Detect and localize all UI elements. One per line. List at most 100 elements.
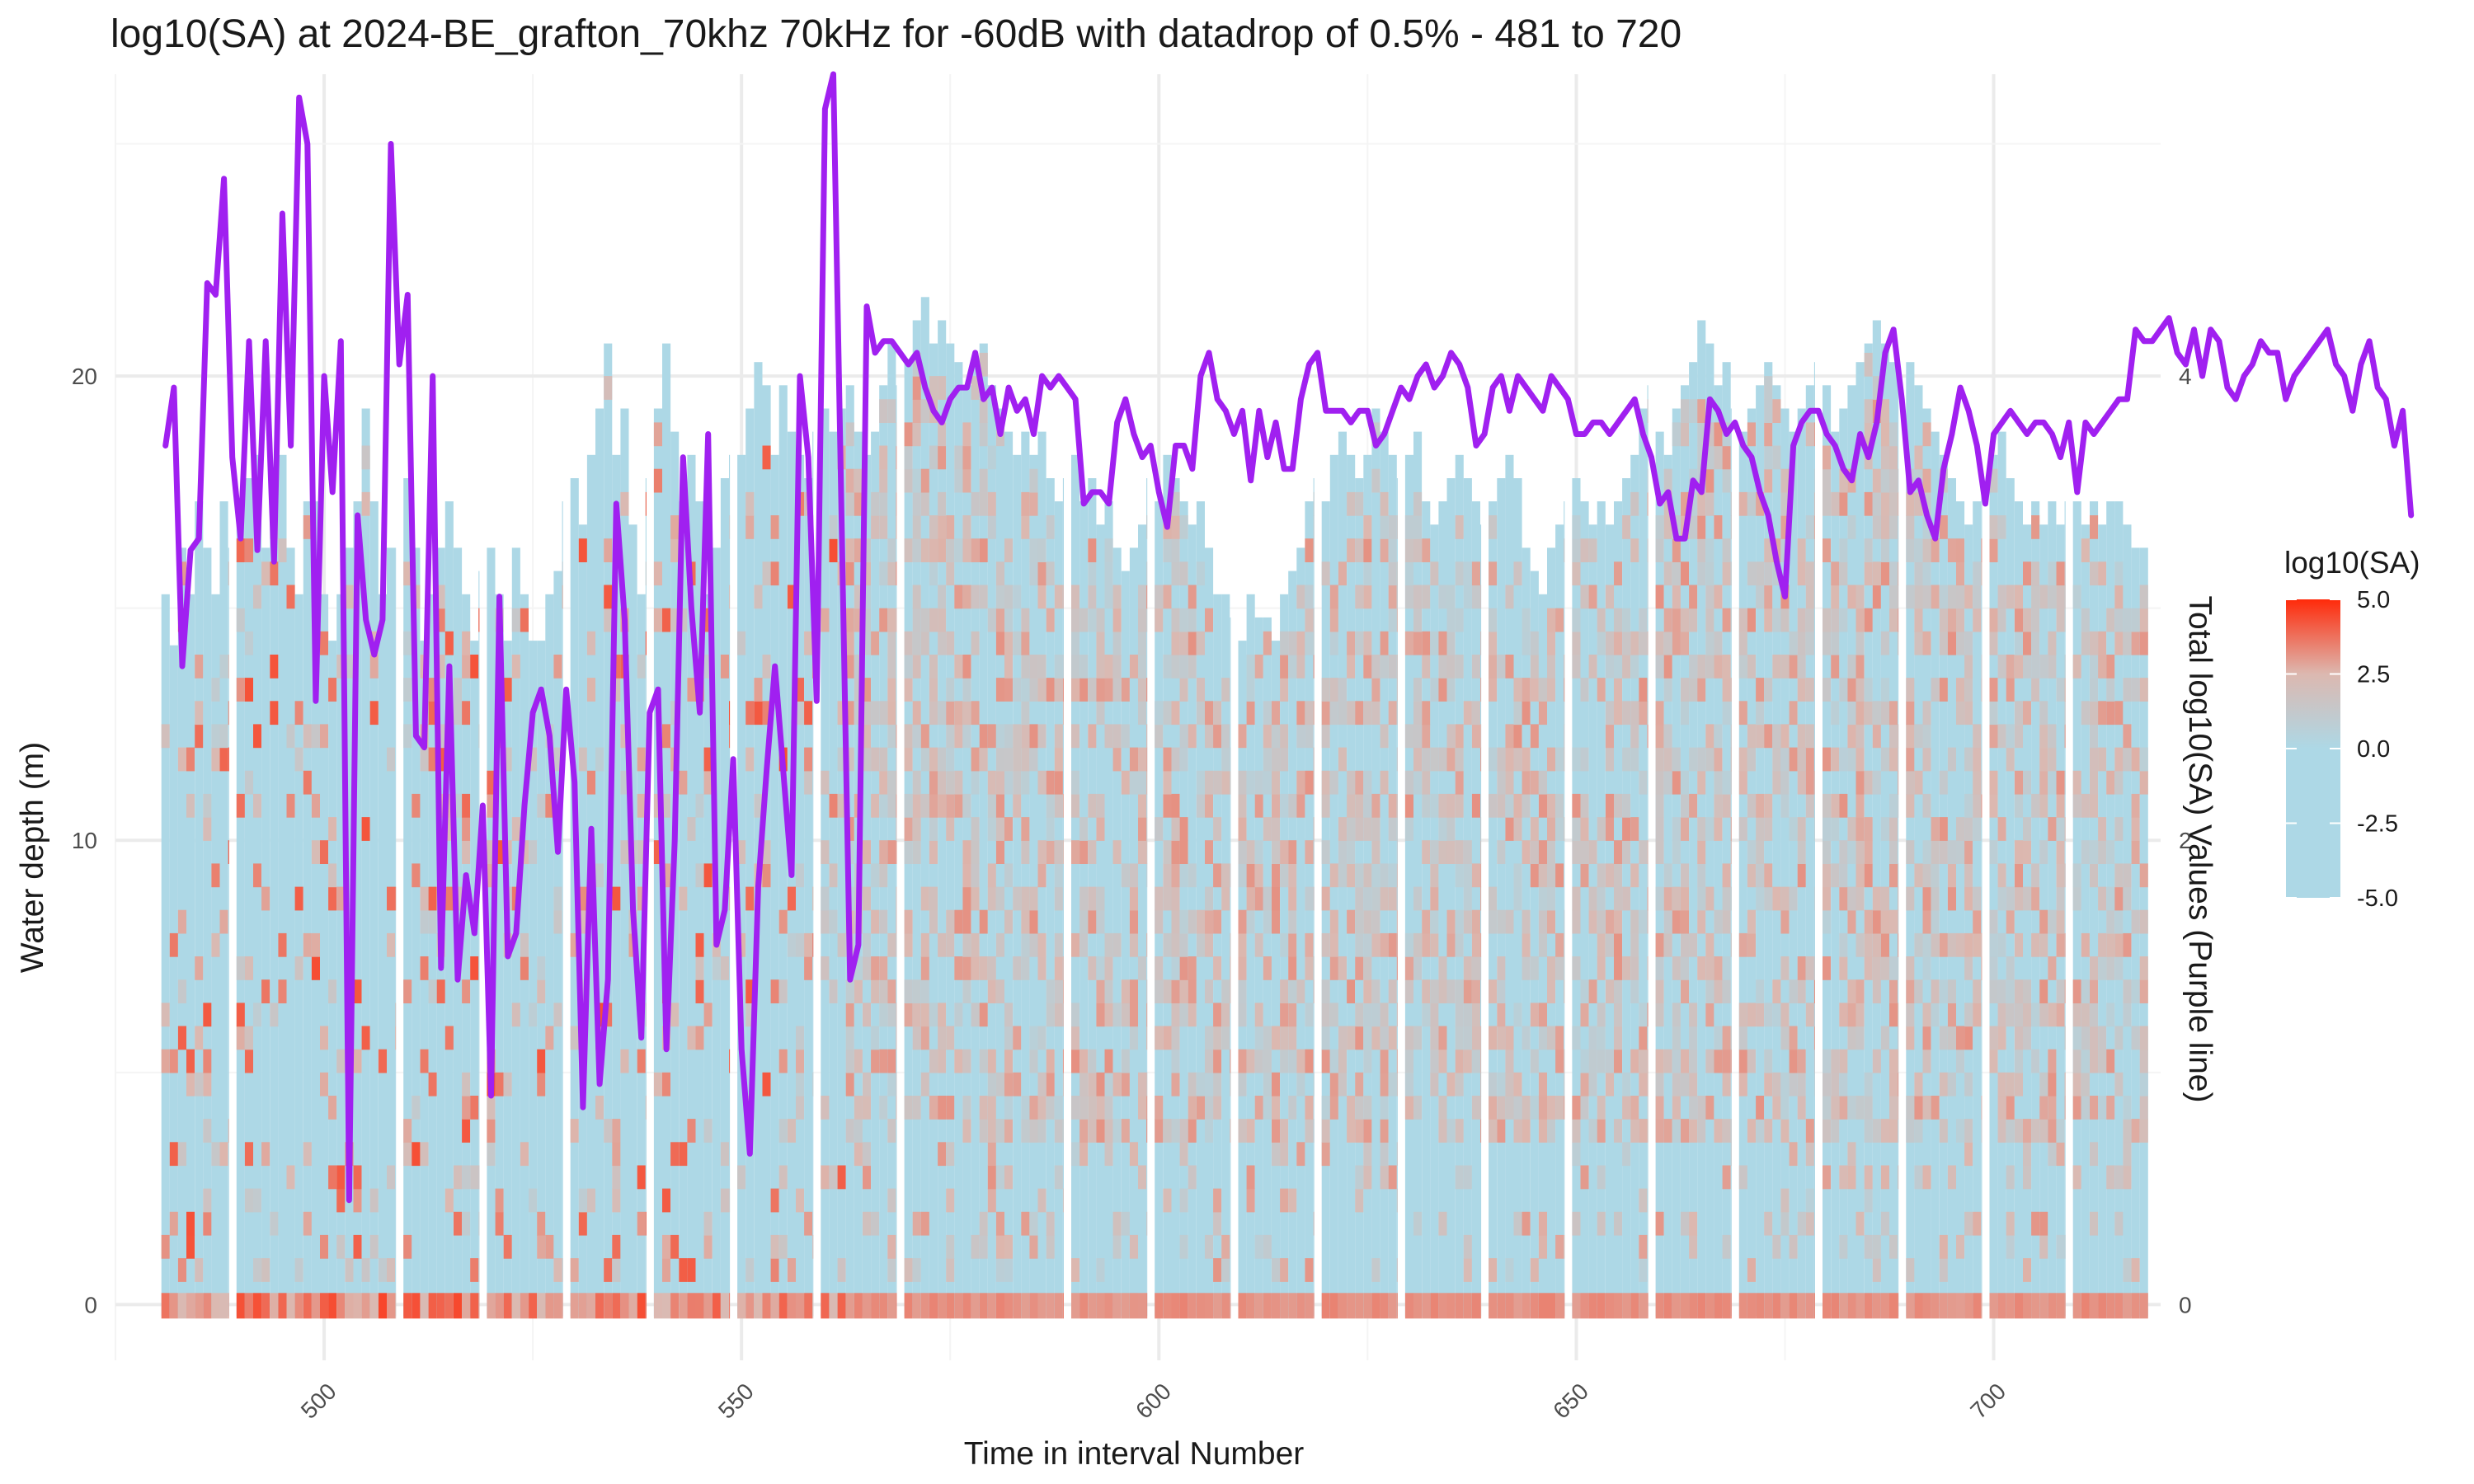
heatmap-cell — [1722, 793, 1731, 818]
heatmap-cell — [1697, 515, 1706, 539]
heatmap-cell — [971, 631, 980, 655]
heatmap-cell — [1029, 1119, 1038, 1143]
heatmap-cell — [1396, 1258, 1398, 1282]
heatmap-cell — [1847, 1142, 1856, 1167]
heatmap-cell — [1446, 631, 1456, 655]
heatmap-cell — [1922, 1096, 1931, 1120]
heatmap-cell — [1489, 1119, 1498, 1143]
heatmap-cell — [1021, 631, 1030, 655]
heatmap-cell — [1196, 909, 1205, 934]
heatmap-cell — [2072, 770, 2081, 795]
heatmap-cell — [1756, 817, 1765, 841]
heatmap-cell — [1146, 608, 1148, 632]
heatmap-column — [612, 454, 621, 1317]
heatmap-cell — [1989, 515, 1998, 539]
heatmap-cell — [995, 1234, 1004, 1259]
heatmap-cell — [904, 631, 913, 655]
heatmap-cell — [1321, 561, 1330, 586]
heatmap-cell — [1588, 1049, 1597, 1073]
heatmap-cell — [2039, 979, 2048, 1003]
heatmap-cell — [454, 793, 463, 818]
heatmap-cell — [770, 979, 779, 1003]
heatmap-cell — [2081, 1003, 2090, 1027]
heatmap-cell — [871, 909, 880, 934]
heatmap-cell — [1104, 1142, 1113, 1167]
heatmap-cell — [637, 886, 646, 911]
heatmap-cell — [436, 608, 445, 632]
heatmap-column — [2123, 524, 2132, 1317]
heatmap-cell — [845, 1072, 854, 1097]
heatmap-cell — [1547, 793, 1556, 818]
heatmap-cell — [2131, 1119, 2140, 1143]
heatmap-cell — [1305, 1003, 1314, 1027]
heatmap-cell — [244, 1049, 253, 1073]
heatmap-cell — [1747, 724, 1756, 749]
heatmap-cell — [829, 1165, 838, 1190]
heatmap-cell — [1155, 909, 1164, 934]
heatmap-cell — [1864, 1234, 1873, 1259]
heatmap-cell — [1956, 678, 1965, 702]
heatmap-cell — [1388, 608, 1397, 632]
bottom-band-cell — [1313, 1293, 1315, 1319]
heatmap-cell — [412, 1142, 421, 1167]
heatmap-cell — [1906, 538, 1915, 562]
heatmap-cell — [1772, 608, 1781, 632]
heatmap-cell — [1906, 840, 1915, 864]
heatmap-cell — [938, 608, 947, 632]
heatmap-cell — [1321, 678, 1330, 702]
heatmap-cell — [1797, 1072, 1806, 1097]
heatmap-cell — [1847, 1003, 1856, 1027]
heatmap-cell — [2039, 1072, 2048, 1097]
heatmap-cell — [2090, 561, 2099, 586]
heatmap-cell — [420, 1142, 429, 1167]
bottom-band-cell — [470, 1293, 479, 1319]
heatmap-cell — [971, 491, 980, 516]
heatmap-cell — [995, 932, 1004, 957]
heatmap-cell — [879, 979, 888, 1003]
heatmap-cell — [1797, 863, 1806, 888]
heatmap-cell — [253, 585, 262, 609]
heatmap-cell — [1213, 956, 1222, 980]
heatmap-cell — [1914, 538, 1923, 562]
heatmap-cell — [2064, 1096, 2066, 1120]
heatmap-cell — [1363, 1049, 1372, 1073]
heatmap-cell — [1756, 678, 1765, 702]
bottom-band-cell — [1663, 1293, 1672, 1319]
heatmap-cell — [1413, 724, 1423, 749]
heatmap-cell — [1522, 631, 1531, 655]
heatmap-cell — [1572, 631, 1581, 655]
heatmap-cell — [1914, 770, 1923, 795]
heatmap-cell — [2039, 770, 2048, 795]
heatmap-cell — [1112, 1072, 1122, 1097]
heatmap-cell — [1697, 678, 1706, 702]
heatmap-cell — [821, 1165, 830, 1190]
heatmap-cell — [570, 932, 579, 957]
heatmap-cell — [1513, 561, 1522, 586]
heatmap-cell — [320, 724, 329, 749]
heatmap-cell — [920, 1003, 929, 1027]
heatmap-cell — [1780, 1003, 1790, 1027]
heatmap-cell — [1296, 1049, 1305, 1073]
heatmap-cell — [1046, 608, 1055, 632]
heatmap-cell — [1221, 770, 1230, 795]
heatmap-cell — [1906, 585, 1915, 609]
heatmap-cell — [1614, 678, 1623, 702]
heatmap-cell — [1630, 538, 1639, 562]
heatmap-cell — [1480, 956, 1482, 980]
bottom-band-cell — [1205, 1293, 1214, 1319]
heatmap-cell — [311, 793, 320, 818]
heatmap-cell — [387, 747, 396, 772]
heatmap-column — [328, 641, 337, 1317]
bottom-band-cell — [2098, 1293, 2107, 1319]
heatmap-cell — [2114, 1165, 2124, 1190]
heatmap-cell — [1347, 817, 1356, 841]
heatmap-cell — [1947, 932, 1956, 957]
heatmap-cell — [1505, 1072, 1514, 1097]
heatmap-cell — [1722, 561, 1731, 586]
heatmap-cell — [863, 1003, 872, 1027]
heatmap-cell — [1079, 1072, 1089, 1097]
heatmap-cell — [1355, 1119, 1364, 1143]
heatmap-cell — [428, 701, 437, 726]
heatmap-cell — [946, 515, 955, 539]
heatmap-cell — [2006, 1165, 2015, 1190]
